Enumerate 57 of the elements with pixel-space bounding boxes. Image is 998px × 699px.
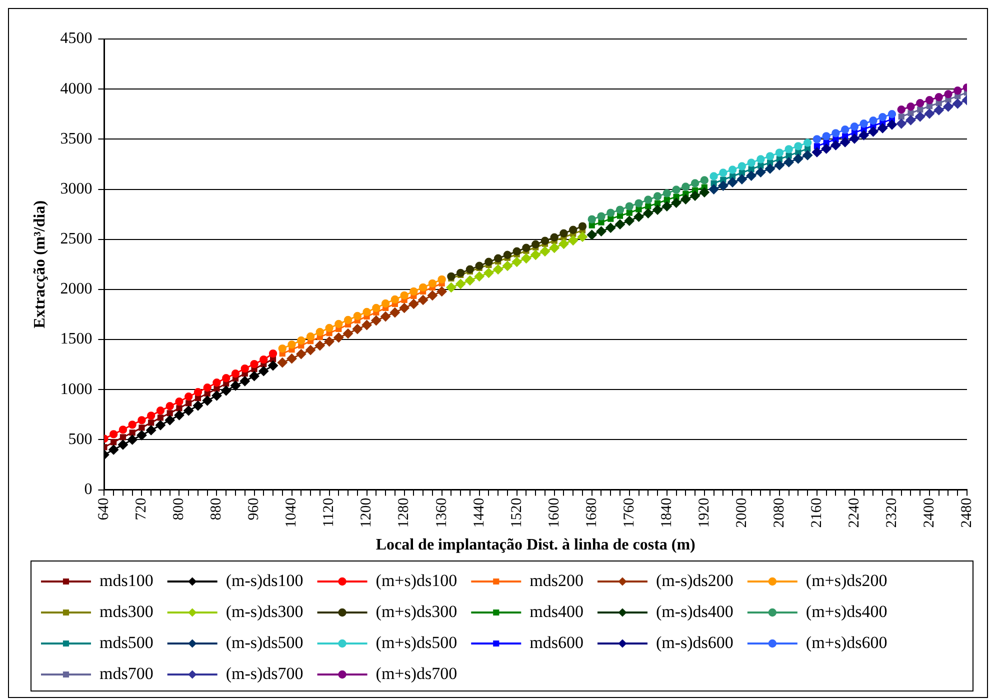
legend-label: (m-s)ds500 (226, 632, 304, 652)
x-tick-label: 1040 (284, 498, 300, 528)
y-axis-title: Extracção (m³/dia) (32, 200, 49, 328)
x-tick-label: 1440 (471, 498, 488, 528)
legend-label: mds100 (100, 570, 154, 590)
legend-label: (m-s)ds600 (656, 632, 734, 652)
x-tick-label: 1920 (696, 498, 712, 528)
x-tick-label: 880 (208, 498, 225, 520)
legend-label: (m+s)ds400 (806, 602, 888, 621)
x-tick-label: 1600 (546, 498, 562, 528)
legend-label: mds200 (530, 570, 584, 590)
legend-label: mds400 (530, 602, 584, 621)
legend-label: (m-s)ds700 (226, 664, 304, 683)
legend-label: (m+s)ds500 (376, 632, 458, 652)
x-tick-label: 2320 (884, 498, 900, 528)
legend-label: (m+s)ds700 (376, 664, 458, 683)
y-tick-label: 2500 (60, 230, 92, 248)
y-tick-label: 4500 (60, 30, 92, 48)
legend-label: (m+s)ds300 (376, 602, 458, 621)
x-tick-label: 1680 (584, 498, 600, 528)
y-tick-label: 1000 (60, 380, 92, 398)
x-tick-label: 2480 (958, 498, 975, 528)
x-tick-label: 1760 (621, 498, 638, 528)
x-tick-label: 2080 (771, 498, 788, 528)
legend-label: (m+s)ds200 (806, 570, 888, 590)
legend-label: (m-s)ds300 (226, 602, 304, 621)
legend-label: mds500 (100, 632, 154, 652)
x-tick-label: 1840 (658, 498, 675, 528)
x-tick-label: 640 (96, 498, 112, 520)
legend-label: (m-s)ds400 (656, 602, 734, 621)
legend-label: (m+s)ds100 (376, 570, 458, 590)
x-tick-label: 2240 (846, 498, 862, 528)
x-tick-label: 720 (134, 498, 150, 520)
y-tick-label: 2000 (60, 280, 92, 298)
legend-label: mds300 (100, 602, 154, 621)
x-tick-label: 1280 (396, 498, 412, 528)
legend-label: mds700 (100, 664, 154, 683)
x-tick-label: 1200 (358, 498, 375, 528)
legend-label: (m+s)ds600 (806, 632, 888, 652)
x-axis-title: Local de implantação Dist. à linha de costa (m) (376, 536, 696, 554)
legend-label: mds600 (530, 632, 584, 652)
y-tick-label: 500 (68, 430, 92, 448)
x-tick-label: 1520 (508, 498, 525, 528)
y-tick-label: 3000 (60, 180, 92, 198)
x-tick-label: 800 (171, 498, 188, 520)
legend-label: (m-s)ds100 (226, 570, 304, 590)
x-tick-label: 2400 (921, 498, 938, 528)
legend-label: (m-s)ds200 (656, 570, 734, 590)
y-tick-label: 0 (84, 481, 92, 498)
x-tick-label: 1120 (321, 498, 338, 528)
x-tick-label: 2000 (734, 498, 750, 528)
x-tick-label: 960 (246, 498, 262, 520)
y-tick-label: 4000 (60, 80, 92, 98)
y-tick-label: 1500 (60, 330, 92, 348)
y-tick-label: 3500 (60, 130, 92, 148)
x-tick-label: 1360 (434, 498, 450, 528)
x-tick-label: 2160 (808, 498, 825, 528)
